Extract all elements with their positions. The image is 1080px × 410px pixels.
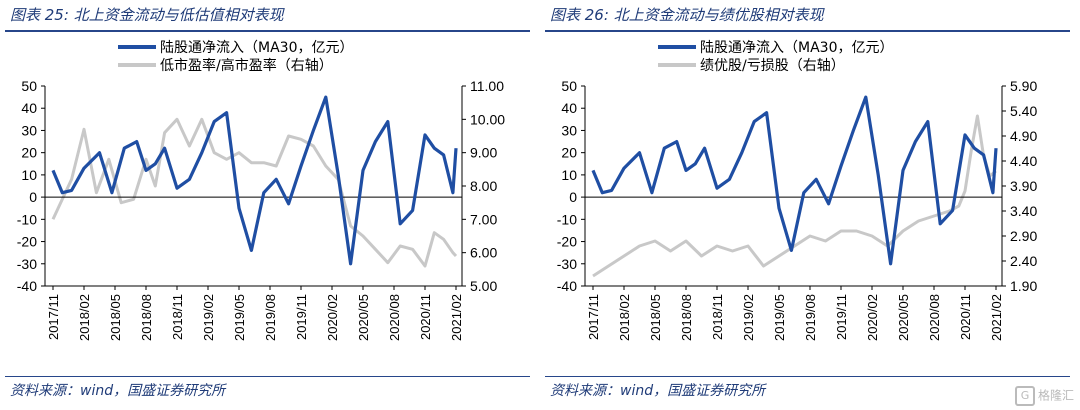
legend-label: 陆股通净流入（MA30，亿元） <box>700 40 893 56</box>
y2-tick-label: 5.00 <box>470 278 497 294</box>
x-tick-label: 2019/02 <box>201 294 216 341</box>
x-tick-label: 2018/11 <box>170 294 185 340</box>
y-tick-label: 40 <box>561 100 577 116</box>
x-tick-label: 2020/02 <box>325 294 340 341</box>
chart-title: 图表 25: 北上资金流动与低估值相对表现 <box>10 6 284 24</box>
source-rule <box>5 376 530 377</box>
watermark-text: 格隆汇 <box>1037 388 1074 403</box>
y2-tick-label: 9.00 <box>470 145 497 161</box>
y2-tick-label: 2.90 <box>1010 228 1037 244</box>
y2-tick-label: 5.40 <box>1010 103 1037 119</box>
y2-tick-label: 3.90 <box>1010 178 1037 194</box>
x-tick-label: 2018/02 <box>77 294 92 341</box>
x-tick-label: 2017/11 <box>46 294 61 340</box>
y2-tick-label: 4.90 <box>1010 128 1037 144</box>
y2-tick-label: 1.90 <box>1010 278 1037 294</box>
watermark-logo-icon: G <box>1014 386 1035 406</box>
y-tick-label: 0 <box>569 189 577 205</box>
x-tick-label: 2020/08 <box>387 294 402 341</box>
y-tick-label: -30 <box>557 256 577 272</box>
y2-tick-label: 5.90 <box>1010 78 1037 94</box>
watermark: G 格隆汇 <box>1014 386 1074 406</box>
chart-svg: -40 -30 -20 -10 0 10 20 30 40 50 1.90 2.40 2.90 3.40 3… <box>557 40 1038 341</box>
y-tick-label: -20 <box>17 234 37 250</box>
y-tick-label: -30 <box>17 256 37 272</box>
y2-tick-label: 4.40 <box>1010 153 1037 169</box>
legend-label: 绩优股/亏损股（右轴） <box>700 58 845 74</box>
x-tick-label: 2019/02 <box>741 294 756 341</box>
x-tick-label: 2018/02 <box>617 294 632 341</box>
y-tick-label: 50 <box>21 78 37 94</box>
y-tick-label: 10 <box>561 167 577 183</box>
chart-panel-right: 图表 26: 北上资金流动与绩优股相对表现 -40 -30 -20 -10 0 10 20 3… <box>540 0 1080 410</box>
x-tick-label: 2020/02 <box>865 294 880 341</box>
y-tick-label: 0 <box>29 189 37 205</box>
legend-label: 低市盈率/高市盈率（右轴） <box>160 57 333 74</box>
legend-label: 陆股通净流入（MA30，亿元） <box>160 40 353 56</box>
y2-tick-label: 2.40 <box>1010 253 1037 269</box>
y-tick-label: -10 <box>557 211 577 227</box>
x-tick-label: 2020/05 <box>356 294 371 341</box>
x-tick-label: 2020/05 <box>896 294 911 341</box>
y-tick-label: -40 <box>557 278 577 294</box>
y-tick-label: 30 <box>561 122 577 138</box>
x-tick-label: 2018/08 <box>679 294 694 341</box>
y-tick-label: 10 <box>21 167 37 183</box>
series-line-secondary <box>51 117 458 268</box>
x-tick-label: 2019/08 <box>263 294 278 341</box>
chart-svg: -40 -30 -20 -10 0 10 20 30 40 50 5.00 6.00 7.00 8.00 9… <box>17 40 505 341</box>
chart-title: 图表 26: 北上资金流动与绩优股相对表现 <box>550 6 824 24</box>
y-tick-label: -40 <box>17 278 37 294</box>
x-tick-label: 2020/11 <box>418 294 433 340</box>
x-tick-label: 2020/11 <box>958 294 973 340</box>
x-tick-label: 2018/05 <box>648 294 663 341</box>
x-tick-label: 2019/11 <box>834 294 849 340</box>
x-tick-label: 2019/11 <box>294 294 309 340</box>
x-tick-label: 2021/02 <box>449 294 464 341</box>
x-tick-label: 2019/05 <box>232 294 247 341</box>
chart-source: 资料来源：wind，国盛证券研究所 <box>10 383 226 399</box>
y2-tick-label: 7.00 <box>470 211 497 227</box>
x-tick-label: 2018/11 <box>710 294 725 340</box>
x-tick-label: 2017/11 <box>586 294 601 340</box>
y-tick-label: 20 <box>561 145 577 161</box>
x-tick-label: 2019/08 <box>803 294 818 341</box>
y-tick-label: -20 <box>557 234 577 250</box>
x-tick-label: 2020/08 <box>927 294 942 341</box>
y2-tick-label: 3.40 <box>1010 203 1037 219</box>
y-tick-label: 30 <box>21 122 37 138</box>
series-line-secondary <box>592 114 997 278</box>
y-tick-label: 50 <box>561 78 577 94</box>
source-rule <box>545 376 1070 377</box>
y2-tick-label: 11.00 <box>470 78 504 94</box>
x-tick-label: 2018/08 <box>139 294 154 341</box>
y-tick-label: 20 <box>21 145 37 161</box>
y-tick-label: -10 <box>17 211 37 227</box>
y-tick-label: 40 <box>21 100 37 116</box>
chart-panel-left: 图表 25: 北上资金流动与低估值相对表现 -40 -30 -20 -10 0 10 20 3… <box>5 6 530 399</box>
y2-tick-label: 8.00 <box>470 178 497 194</box>
x-tick-label: 2018/05 <box>108 294 123 341</box>
x-tick-label: 2019/05 <box>772 294 787 341</box>
series-line-primary <box>591 95 998 266</box>
chart-source: 资料来源：wind，国盛证券研究所 <box>550 383 766 399</box>
title-rule <box>5 30 530 32</box>
title-rule <box>545 30 1070 32</box>
y2-tick-label: 10.00 <box>470 111 505 127</box>
series-line-primary <box>51 95 458 266</box>
x-tick-label: 2021/02 <box>989 294 1004 341</box>
y2-tick-label: 6.00 <box>470 245 497 261</box>
